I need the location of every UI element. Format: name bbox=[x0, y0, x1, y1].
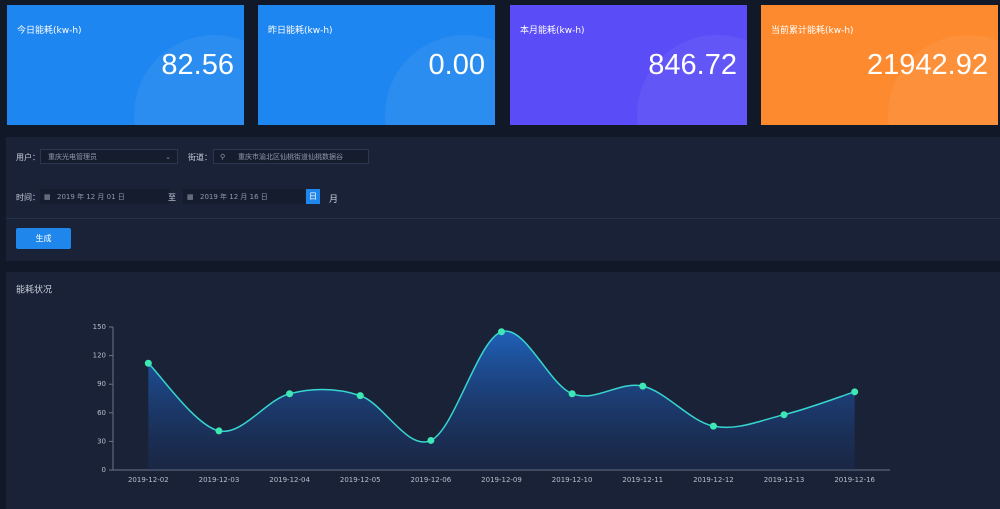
start-date-value: 2019 年 12 月 01 日 bbox=[57, 193, 125, 201]
user-value: 重庆光电管理员 bbox=[48, 153, 97, 161]
street-value: 重庆市渝北区仙桃街道仙桃数据谷 bbox=[238, 153, 343, 161]
end-date-value: 2019 年 12 月 16 日 bbox=[200, 193, 268, 201]
chart-title: 能耗状况 bbox=[16, 284, 52, 296]
x-tick-label: 2019-12-12 bbox=[693, 476, 734, 484]
y-tick-label: 0 bbox=[102, 466, 106, 474]
day-button[interactable]: 日 bbox=[306, 189, 320, 204]
to-label: 至 bbox=[168, 193, 176, 202]
x-tick-label: 2019-12-05 bbox=[340, 476, 381, 484]
y-tick-label: 30 bbox=[97, 437, 106, 445]
card-value: 846.72 bbox=[648, 49, 737, 81]
line bbox=[147, 330, 855, 443]
point bbox=[356, 392, 364, 400]
x-tick-label: 2019-12-11 bbox=[622, 476, 663, 484]
user-select[interactable]: 重庆光电管理员 ⌄ bbox=[40, 149, 178, 164]
card-label: 昨日能耗(kw-h) bbox=[268, 26, 333, 36]
x-tick-label: 2019-12-03 bbox=[199, 476, 240, 484]
x-tick-label: 2019-12-04 bbox=[269, 476, 310, 484]
card-label: 今日能耗(kw-h) bbox=[17, 26, 82, 36]
point bbox=[144, 359, 152, 367]
time-label: 时间： bbox=[16, 193, 40, 202]
point bbox=[639, 382, 647, 390]
stat-card: 昨日能耗(kw-h) 0.00 bbox=[258, 5, 495, 125]
x-tick-label: 2019-12-02 bbox=[128, 476, 169, 484]
y-tick-label: 150 bbox=[93, 323, 106, 331]
point bbox=[851, 388, 859, 396]
point bbox=[427, 436, 435, 444]
card-label: 本月能耗(kw-h) bbox=[520, 26, 585, 36]
end-date[interactable]: ▦ 2019 年 12 月 16 日 bbox=[183, 189, 305, 204]
submit-button[interactable]: 生成 bbox=[16, 228, 71, 249]
start-date[interactable]: ▦ 2019 年 12 月 01 日 bbox=[40, 189, 170, 204]
stat-card: 本月能耗(kw-h) 846.72 bbox=[510, 5, 747, 125]
point bbox=[215, 427, 223, 435]
stat-card: 当前累计能耗(kw-h) 21942.92 bbox=[761, 5, 998, 125]
street-select[interactable]: ⚲ 重庆市渝北区仙桃街道仙桃数据谷 bbox=[213, 149, 369, 164]
point bbox=[498, 328, 505, 336]
month-button[interactable]: 月 bbox=[329, 195, 339, 205]
chart: 能耗状况 0 30 60 90 120 150 2019-12-02 2019-12-03 20… bbox=[16, 284, 890, 484]
point bbox=[568, 390, 576, 398]
point bbox=[780, 411, 788, 419]
user-label: 用户： bbox=[16, 153, 40, 162]
card-value: 21942.92 bbox=[867, 49, 988, 81]
point bbox=[709, 422, 717, 430]
x-tick-label: 2019-12-06 bbox=[411, 476, 452, 484]
y-tick-label: 120 bbox=[93, 352, 106, 360]
y-tick-label: 60 bbox=[97, 409, 106, 417]
x-tick-label: 2019-12-13 bbox=[764, 476, 805, 484]
x-tick-label: 2019-12-16 bbox=[834, 476, 875, 484]
stat-card: 今日能耗(kw-h) 82.56 bbox=[7, 5, 244, 125]
card-label: 当前累计能耗(kw-h) bbox=[771, 26, 854, 36]
x-tick-label: 2019-12-09 bbox=[481, 476, 522, 484]
street-label: 街道： bbox=[188, 153, 212, 162]
x-tick-label: 2019-12-10 bbox=[552, 476, 593, 484]
point bbox=[286, 390, 294, 398]
area bbox=[148, 331, 855, 470]
card-value: 82.56 bbox=[161, 49, 234, 81]
divider bbox=[6, 218, 1000, 219]
filter-panel: 用户： 重庆光电管理员 ⌄ 街道： ⚲ 重庆市渝北区仙桃街道仙桃数据谷 时间： ▦ 2… bbox=[6, 137, 1000, 261]
y-tick-label: 90 bbox=[97, 380, 106, 388]
card-value: 0.00 bbox=[428, 49, 485, 81]
